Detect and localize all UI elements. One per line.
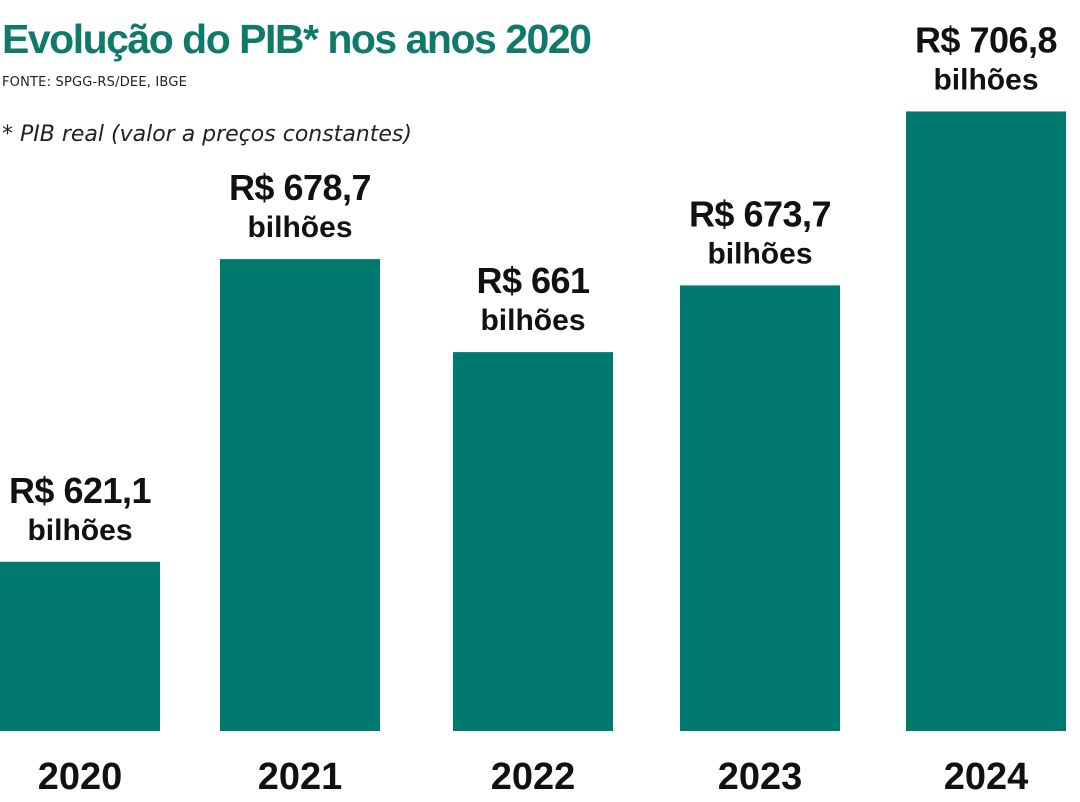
- value-label-2022: R$ 661: [476, 260, 590, 301]
- bar-2022: [453, 352, 613, 731]
- value-label-2023: R$ 673,7: [689, 193, 831, 234]
- unit-label-2021: bilhões: [247, 211, 352, 244]
- bar-2023: [680, 285, 840, 731]
- category-label-2022: 2022: [491, 756, 576, 798]
- unit-label-2022: bilhões: [480, 304, 585, 337]
- category-label-2024: 2024: [944, 756, 1029, 798]
- category-label-2021: 2021: [258, 756, 343, 798]
- chart-title: Evolução do PIB* nos anos 2020: [2, 16, 592, 62]
- unit-label-2020: bilhões: [27, 514, 132, 547]
- bar-2021: [220, 259, 380, 731]
- value-label-2021: R$ 678,7: [229, 167, 371, 208]
- value-label-2020: R$ 621,1: [9, 470, 152, 511]
- unit-label-2024: bilhões: [933, 63, 1038, 96]
- bar-2020: [0, 561, 160, 731]
- category-label-2020: 2020: [38, 756, 123, 798]
- chart-footnote: * PIB real (valor a preços constantes): [2, 122, 412, 147]
- value-label-2024: R$ 706,8: [915, 19, 1057, 60]
- bar-2024: [906, 111, 1066, 732]
- unit-label-2023: bilhões: [707, 237, 812, 270]
- category-label-2023: 2023: [718, 756, 803, 798]
- chart-source: FONTE: SPGG-RS/DEE, IBGE: [2, 75, 188, 90]
